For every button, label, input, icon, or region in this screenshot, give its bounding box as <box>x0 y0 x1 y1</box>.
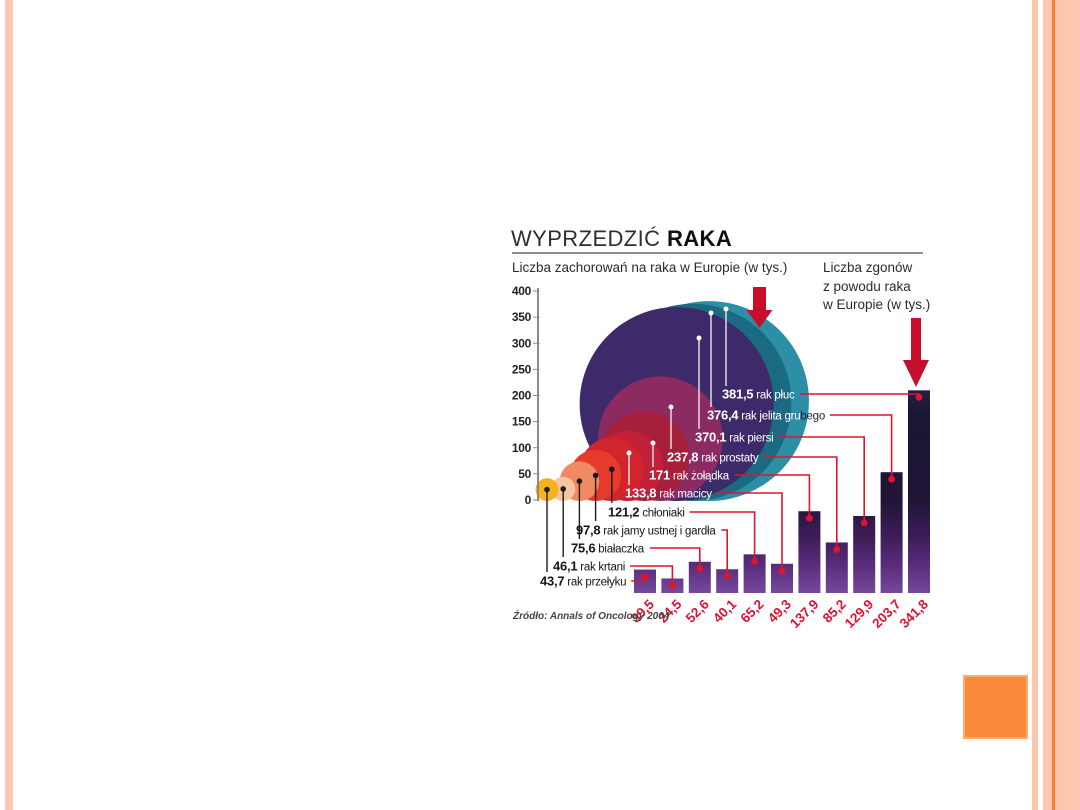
deaths-caption-line: w Europie (w tys.) <box>823 297 931 312</box>
right-accent-stripe <box>1032 0 1038 810</box>
bar-11 <box>908 390 930 593</box>
bubble-leader-dot <box>592 472 599 479</box>
bubble-leader-dot <box>708 310 714 316</box>
bar-7 <box>798 511 821 593</box>
y-axis-tick-label: 250 <box>512 362 532 376</box>
bar-9 <box>853 515 876 593</box>
bar-connector-line <box>649 547 701 569</box>
bar-connector-line <box>763 456 838 550</box>
bar-connector-dot <box>860 519 868 527</box>
bubble-label: 43,7 rak przełyku <box>540 574 626 589</box>
deaths-caption: Liczba zgonów z powodu raka w Europie (w… <box>823 259 930 315</box>
y-axis-tick-label: 300 <box>512 336 532 350</box>
bar-value-label: 65,2 <box>738 597 767 626</box>
incidence-caption: Liczba zachorowań na raka w Europie (w t… <box>512 260 788 275</box>
bar-connector-dot <box>669 582 676 589</box>
bar-connector-line <box>734 474 811 519</box>
y-axis-tick-label: 350 <box>512 310 532 324</box>
title-regular: WYPRZEDZIĆ <box>511 226 661 251</box>
bar-value-label: 341,8 <box>897 596 932 631</box>
bubble-leader-dot <box>696 335 702 341</box>
bar-connector-dot <box>778 567 786 575</box>
bar-8 <box>825 542 848 593</box>
bar-connector-dot <box>751 557 758 565</box>
bar-connector-line <box>630 565 674 586</box>
bar-connector-dot <box>833 546 841 553</box>
y-axis-tick-label: 150 <box>512 415 532 429</box>
y-axis-tick-label: 200 <box>512 389 532 403</box>
deaths-caption-line: z powodu raka <box>823 278 911 294</box>
bar-value-label: 52,6 <box>683 596 713 626</box>
bubble-label: 370,1 rak piersi <box>695 430 773 445</box>
y-axis-tick-label: 50 <box>518 467 531 481</box>
bar-connector-dot <box>806 514 813 522</box>
bubble-label: 121,2 chłoniaki <box>608 505 685 520</box>
deaths-caption-line: Liczba zgonów <box>823 260 913 275</box>
incidence-arrow-icon <box>746 287 773 328</box>
bubble-label: 75,6 białaczka <box>571 541 645 556</box>
bar-connector-line <box>717 492 783 571</box>
left-accent-stripe <box>5 0 13 810</box>
bubble-leader-dot <box>626 450 632 456</box>
title-rule <box>512 252 923 254</box>
deaths-arrow-icon <box>903 318 929 387</box>
bar-connector-line <box>778 436 865 523</box>
bubble-label: 46,1 rak krtani <box>553 559 625 574</box>
bar-value-label: 129,9 <box>842 597 877 632</box>
y-axis-tick-label: 100 <box>512 441 532 455</box>
bar-connector-line <box>689 511 756 562</box>
bubble-leader-dot <box>668 404 674 410</box>
bubble-label: 97,8 rak jamy ustnej i gardła <box>576 523 716 538</box>
right-accent-band-line <box>1052 0 1055 810</box>
bubble-leader-dot <box>544 486 550 493</box>
bubble-leader-dot <box>609 466 615 473</box>
infographic-title: WYPRZEDZIĆ RAKA <box>511 226 732 252</box>
bar-connector-dot <box>888 475 895 483</box>
bar-connector-dot <box>723 572 731 580</box>
bar-connector-line <box>829 414 893 480</box>
source-caption: Źródło: Annals of Oncology 2004 <box>513 611 670 622</box>
bubble-label: 381,5 rak płuc <box>722 387 795 402</box>
bar-4 <box>716 569 739 593</box>
bar-connector-dot <box>915 393 923 401</box>
bar-6 <box>771 563 793 593</box>
bar-3 <box>688 561 711 593</box>
bar-5 <box>743 554 766 593</box>
bar-connector-dot <box>696 565 704 573</box>
title-bold: RAKA <box>666 226 733 251</box>
bar-value-label: 203,7 <box>869 597 904 632</box>
bubble-label: 237,8 rak prostaty <box>667 450 759 465</box>
bar-connector-dot <box>641 573 649 580</box>
bubble-label: 133,8 rak macicy <box>625 486 712 501</box>
bubble-leader-dot <box>723 306 729 312</box>
bar-connector-line <box>800 393 920 398</box>
cancer-chart: 400 350 300 250 200 150 100 50 0 43,7 rak przełyk… <box>512 284 932 632</box>
y-axis-tick-label: 0 <box>525 493 532 507</box>
bar-value-label: 40,1 <box>710 596 740 626</box>
right-accent-band <box>1043 0 1080 810</box>
bar-connector-line <box>721 529 728 577</box>
bubble-label: 171 rak żołądka <box>649 468 730 483</box>
bubble-leader-dot <box>576 478 583 484</box>
y-axis-tick-label: 400 <box>512 284 532 298</box>
bubble-leader-dot <box>560 486 566 492</box>
bubble-label: 376,4 rak jelita grubego <box>707 408 825 423</box>
bar-10 <box>880 472 903 593</box>
bubble-leader-dot <box>650 440 656 446</box>
orange-square-decor <box>963 675 1028 739</box>
bar-value-label: 137,9 <box>787 597 822 632</box>
